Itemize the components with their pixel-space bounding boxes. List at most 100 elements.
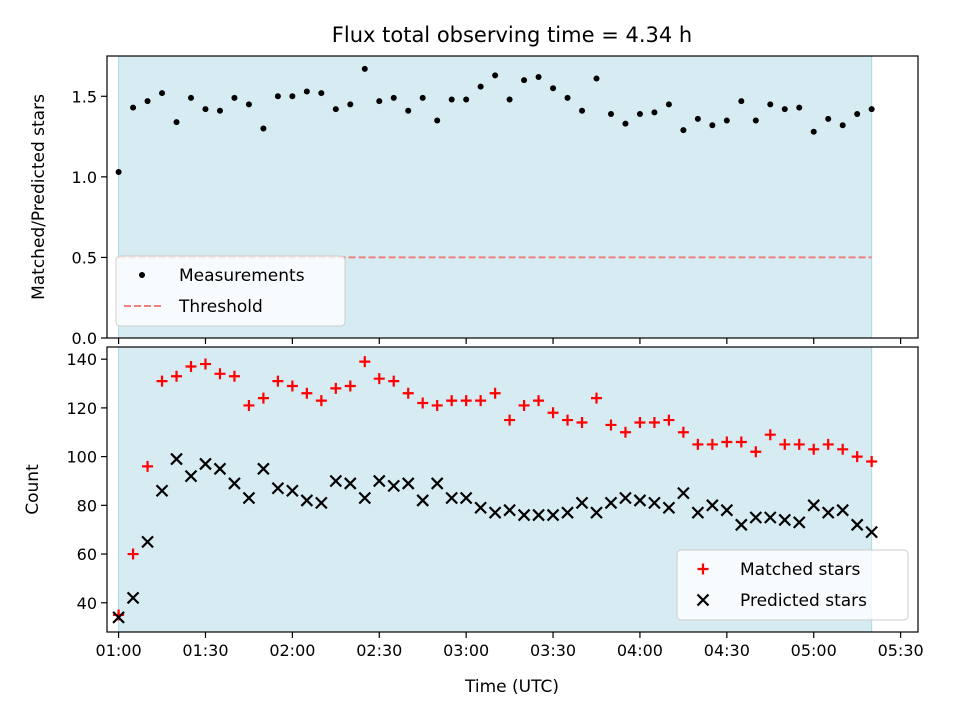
data-point (648, 496, 661, 510)
data-point (431, 399, 443, 411)
data-point (619, 491, 632, 505)
data-point (372, 474, 386, 488)
data-point (416, 494, 429, 507)
data-point (202, 106, 209, 113)
data-point (825, 115, 832, 122)
data-point (243, 399, 255, 411)
x-tick-label: 04:00 (617, 641, 663, 660)
y-axis-label: Count (23, 464, 43, 515)
data-point (665, 101, 672, 108)
data-point (709, 122, 716, 129)
data-point (593, 75, 600, 82)
data-point (821, 506, 835, 519)
data-point (185, 360, 197, 372)
data-point (344, 477, 357, 490)
legend-box (676, 549, 909, 621)
data-point (388, 375, 400, 387)
data-point (242, 491, 256, 505)
data-point (850, 518, 864, 532)
data-point (127, 548, 139, 560)
data-point (488, 506, 502, 519)
legend: Measurements Threshold (115, 255, 346, 327)
y-tick-label: 80 (77, 496, 97, 515)
data-point (448, 96, 455, 103)
data-point (636, 111, 643, 118)
data-point (401, 477, 415, 490)
data-point (272, 375, 284, 387)
data-point (521, 77, 528, 84)
data-point (141, 535, 154, 549)
data-point (344, 380, 356, 392)
y-tick-label: 1.0 (72, 168, 97, 187)
legend-measurements-swatch (139, 272, 145, 278)
data-point (142, 460, 154, 472)
data-point (517, 508, 531, 522)
data-point (173, 119, 180, 126)
data-point (286, 484, 299, 497)
data-point (358, 491, 372, 505)
data-point (518, 399, 530, 411)
data-point (807, 499, 821, 512)
data-point (808, 443, 820, 455)
data-point (865, 525, 878, 539)
legend-matched-stars-swatch (697, 563, 709, 575)
data-point (228, 477, 241, 490)
chart-title: Flux total observing time = 4.34 h (332, 23, 692, 47)
data-point (213, 462, 227, 476)
x-tick-label: 02:00 (269, 641, 315, 660)
data-point (228, 370, 240, 382)
bottom-panel-count-chart: 01:00 01:30 02:00 02:30 03:00 03:30 04:00 04:30… (23, 346, 924, 660)
y-tick-label: 40 (77, 594, 97, 613)
x-tick-label: 04:30 (704, 641, 750, 660)
y-tick-label: 140 (66, 350, 97, 369)
data-point (604, 496, 618, 510)
data-point (216, 107, 223, 114)
data-point (231, 94, 238, 101)
data-point (463, 96, 470, 103)
data-point (199, 457, 212, 471)
data-point (590, 392, 602, 404)
data-point (692, 438, 704, 450)
x-tick-label: 01:00 (96, 641, 142, 660)
data-point (836, 503, 849, 517)
data-point (260, 125, 267, 132)
y-axis-label: Matched/Predicted stars (29, 94, 49, 300)
data-point (402, 387, 414, 399)
data-point (387, 479, 401, 493)
data-point (286, 380, 298, 392)
data-point (677, 486, 690, 500)
data-point (767, 101, 774, 108)
data-point (691, 506, 705, 519)
legend-box (115, 255, 346, 327)
data-point (868, 106, 875, 113)
data-point (126, 591, 140, 605)
data-point (171, 370, 183, 382)
data-point (662, 501, 676, 515)
data-point (214, 368, 226, 380)
data-point (474, 501, 487, 515)
y-tick-label: 0.5 (72, 248, 97, 267)
y-tick-label: 0.0 (72, 329, 97, 348)
data-point (332, 106, 339, 113)
legend: Matched stars Predicted stars (676, 549, 909, 621)
y-tick-label: 120 (66, 399, 97, 418)
data-point (735, 518, 748, 532)
data-point (532, 508, 545, 522)
data-point (607, 111, 614, 118)
data-point (562, 414, 574, 426)
data-point (550, 85, 557, 92)
data-point (605, 419, 617, 431)
data-point (663, 414, 675, 426)
data-point (419, 94, 426, 101)
data-point (329, 474, 343, 488)
y-tick-label: 1.5 (72, 87, 97, 106)
data-point (633, 494, 647, 507)
axes-frame (106, 55, 919, 339)
data-point (779, 438, 791, 450)
data-point (706, 438, 718, 450)
data-point (359, 356, 371, 368)
data-point (459, 491, 473, 505)
data-point (590, 506, 603, 519)
data-point (575, 496, 589, 510)
data-point (781, 106, 788, 113)
